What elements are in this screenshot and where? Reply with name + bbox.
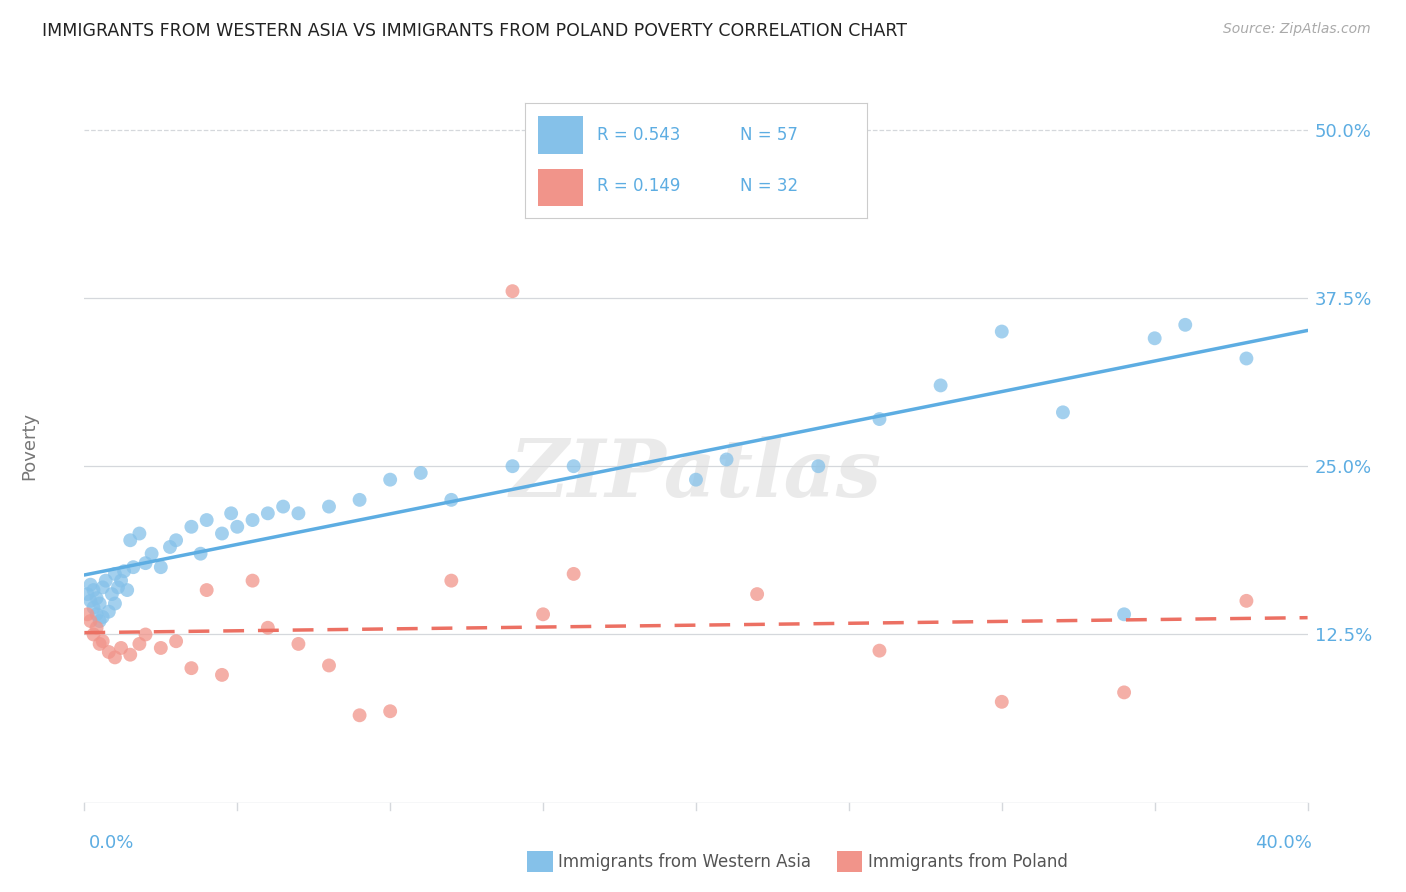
Text: Source: ZipAtlas.com: Source: ZipAtlas.com xyxy=(1223,22,1371,37)
Point xyxy=(991,695,1014,709)
Point xyxy=(83,600,105,615)
Point xyxy=(91,634,114,648)
Point xyxy=(1114,685,1136,699)
Point xyxy=(409,466,432,480)
Point xyxy=(287,506,309,520)
Point xyxy=(76,607,98,622)
Point xyxy=(211,668,233,682)
Point xyxy=(242,574,264,588)
Point xyxy=(110,574,132,588)
Point xyxy=(76,587,98,601)
Point xyxy=(685,473,707,487)
Point xyxy=(349,492,371,507)
Point xyxy=(190,547,212,561)
Point xyxy=(349,708,371,723)
Point xyxy=(94,574,117,588)
Point xyxy=(165,634,187,648)
Point xyxy=(83,583,105,598)
Point xyxy=(122,560,145,574)
Point xyxy=(380,473,402,487)
Point xyxy=(89,614,111,628)
Point xyxy=(1143,331,1166,345)
Point xyxy=(180,520,202,534)
Point xyxy=(79,614,101,628)
Point xyxy=(869,412,891,426)
Point xyxy=(91,610,114,624)
Point xyxy=(101,587,124,601)
Point xyxy=(86,591,108,606)
Point xyxy=(120,533,142,548)
Point xyxy=(716,452,738,467)
Point xyxy=(195,583,218,598)
Point xyxy=(226,520,249,534)
Point xyxy=(257,621,280,635)
Point xyxy=(107,580,129,594)
Point xyxy=(1174,318,1197,332)
Point xyxy=(86,607,108,622)
Point xyxy=(195,513,218,527)
Point xyxy=(165,533,187,548)
Point xyxy=(242,513,264,527)
Point xyxy=(112,564,135,578)
Point xyxy=(869,643,891,657)
Point xyxy=(97,605,120,619)
Point xyxy=(120,648,142,662)
Point xyxy=(380,704,402,718)
Point xyxy=(141,547,163,561)
Point xyxy=(1052,405,1074,419)
Point xyxy=(104,566,127,581)
Point xyxy=(318,500,340,514)
Point xyxy=(86,621,108,635)
Point xyxy=(79,577,101,591)
Point xyxy=(807,459,830,474)
Point xyxy=(89,597,111,611)
Point xyxy=(219,506,242,520)
Point xyxy=(91,580,114,594)
Point xyxy=(593,163,616,178)
Point xyxy=(149,640,172,655)
Text: Immigrants from Western Asia: Immigrants from Western Asia xyxy=(558,853,811,871)
Point xyxy=(287,637,309,651)
Point xyxy=(562,459,585,474)
Point xyxy=(135,556,157,570)
Point xyxy=(128,526,150,541)
Text: 40.0%: 40.0% xyxy=(1256,834,1312,852)
Point xyxy=(502,284,524,298)
Text: 0.0%: 0.0% xyxy=(89,834,134,852)
Point xyxy=(83,627,105,641)
Point xyxy=(562,566,585,581)
Point xyxy=(89,637,111,651)
Point xyxy=(159,540,181,554)
Point xyxy=(271,500,294,514)
Point xyxy=(180,661,202,675)
Point xyxy=(104,597,127,611)
Text: Poverty: Poverty xyxy=(20,412,38,480)
Text: ZIPatlas: ZIPatlas xyxy=(510,436,882,513)
Point xyxy=(1236,351,1258,366)
Point xyxy=(149,560,172,574)
Point xyxy=(531,607,554,622)
Point xyxy=(440,574,463,588)
Point xyxy=(747,587,769,601)
Point xyxy=(929,378,952,392)
Point xyxy=(104,650,127,665)
Point xyxy=(115,583,138,598)
Text: IMMIGRANTS FROM WESTERN ASIA VS IMMIGRANTS FROM POLAND POVERTY CORRELATION CHART: IMMIGRANTS FROM WESTERN ASIA VS IMMIGRAN… xyxy=(42,22,907,40)
Point xyxy=(991,325,1014,339)
Point xyxy=(110,640,132,655)
Point xyxy=(502,459,524,474)
Point xyxy=(257,506,280,520)
Text: Immigrants from Poland: Immigrants from Poland xyxy=(868,853,1067,871)
Point xyxy=(97,645,120,659)
Point xyxy=(79,594,101,608)
Point xyxy=(135,627,157,641)
Point xyxy=(1114,607,1136,622)
Point xyxy=(1236,594,1258,608)
Point xyxy=(440,492,463,507)
Point xyxy=(128,637,150,651)
Point xyxy=(318,658,340,673)
Point xyxy=(211,526,233,541)
